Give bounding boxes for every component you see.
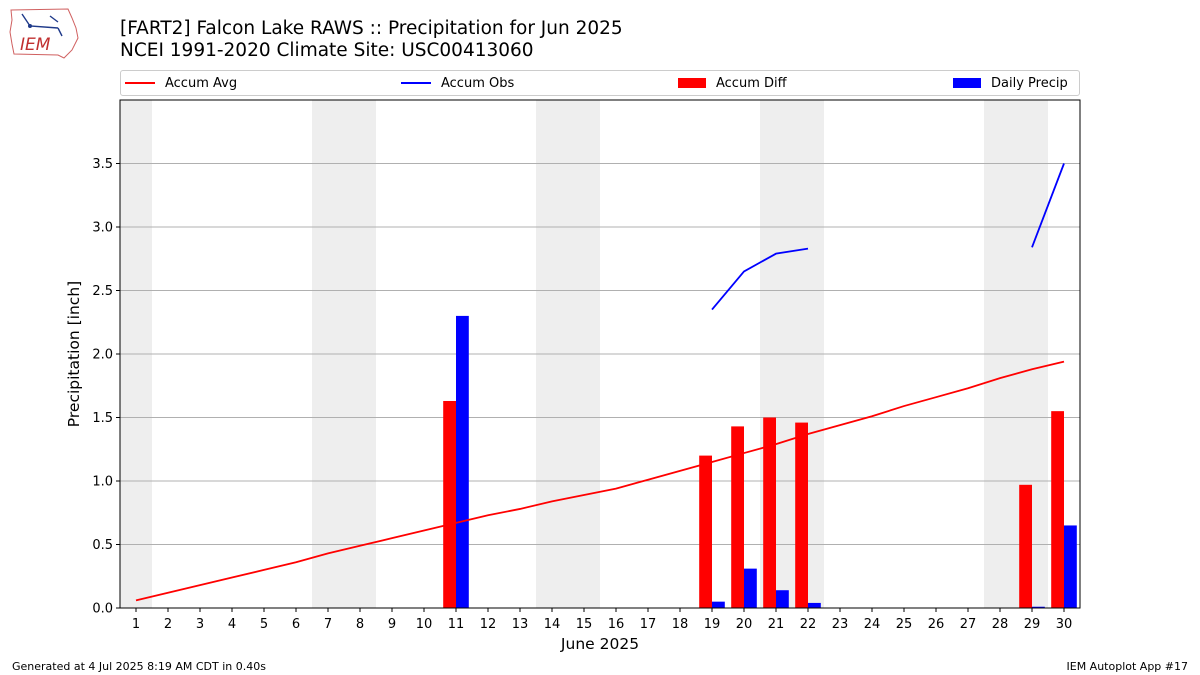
daily-precip-bar-day-21 [776,590,789,608]
legend-label-accum-avg: Accum Avg [165,75,238,91]
x-tick-label-25: 25 [896,617,913,632]
x-tick-label-26: 26 [928,617,945,632]
x-tick-label-13: 13 [512,617,529,632]
y-tick-label-2.5: 2.5 [92,284,113,299]
accum-obs-line-segment-1 [711,247,809,311]
accum-avg-line [135,360,1065,602]
x-tick-label-27: 27 [960,617,977,632]
x-tick-label-15: 15 [576,617,593,632]
x-tick-label-23: 23 [832,617,849,632]
accum-diff-bar-day-19 [699,455,712,608]
y-tick-label-3.0: 3.0 [92,221,113,236]
x-tick-label-3: 3 [196,617,204,632]
title-line-1: [FART2] Falcon Lake RAWS :: Precipitatio… [120,18,623,39]
x-tick-label-28: 28 [992,617,1009,632]
accum-diff-bar-day-22 [795,422,808,608]
daily-precip-bar-day-20 [744,568,757,608]
x-tick-label-8: 8 [356,617,364,632]
title-line-2: NCEI 1991-2020 Climate Site: USC00413060 [120,40,534,61]
legend-label-daily-precip: Daily Precip [991,75,1068,91]
accum-diff-bar-day-29 [1019,484,1032,608]
x-tick-label-6: 6 [292,617,300,632]
generated-timestamp: Generated at 4 Jul 2025 8:19 AM CDT in 0… [12,660,266,673]
y-tick-label-1.0: 1.0 [92,475,113,490]
y-tick-label-3.5: 3.5 [92,157,113,172]
legend-item-accum-diff: Accum Diff [678,74,787,92]
x-tick-label-29: 29 [1024,617,1041,632]
y-tick-label-2.0: 2.0 [92,348,113,363]
daily-precip-bar-day-30 [1064,525,1077,608]
legend-label-accum-diff: Accum Diff [716,75,787,91]
accum-diff-bar-day-20 [731,426,744,608]
x-tick-label-19: 19 [704,617,721,632]
iem-logo: IEM [9,8,79,59]
x-tick-label-21: 21 [768,617,785,632]
y-tick-label-1.5: 1.5 [92,411,113,426]
legend-item-accum-obs: Accum Obs [401,74,514,92]
legend-swatch-daily-precip [953,78,981,88]
x-tick-label-10: 10 [416,617,433,632]
x-tick-label-9: 9 [388,617,396,632]
y-tick-label-0.5: 0.5 [92,538,113,553]
accum-diff-bar-day-30 [1051,411,1064,608]
y-tick-label-0.0: 0.0 [92,602,113,617]
legend-swatch-accum-obs [401,82,431,84]
x-tick-label-30: 30 [1056,617,1073,632]
accum-obs-line-segment-2 [1031,163,1065,248]
x-tick-label-20: 20 [736,617,753,632]
legend-swatch-accum-avg [125,82,155,84]
x-tick-label-5: 5 [260,617,268,632]
logo-text: IEM [20,35,51,55]
x-tick-label-17: 17 [640,617,657,632]
daily-precip-bar-day-19 [712,601,725,608]
legend-item-daily-precip: Daily Precip [953,74,1068,92]
x-tick-label-14: 14 [544,617,561,632]
x-tick-label-12: 12 [480,617,497,632]
app-label: IEM Autoplot App #17 [1066,660,1189,673]
legend-label-accum-obs: Accum Obs [441,75,515,91]
legend: Accum Avg Accum Obs Accum Diff Daily Pre… [120,70,1080,96]
accum-diff-bar-day-21 [763,417,776,608]
accum-diff-bar-day-11 [443,400,456,608]
x-tick-label-2: 2 [164,617,172,632]
x-tick-label-7: 7 [324,617,332,632]
y-axis-label: Precipitation [inch] [65,281,83,427]
legend-swatch-accum-diff [678,78,706,88]
x-tick-label-22: 22 [800,617,817,632]
daily-precip-bar-day-11 [456,315,469,608]
x-tick-label-4: 4 [228,617,236,632]
daily-precip-bar-day-29 [1032,606,1045,608]
x-tick-label-18: 18 [672,617,689,632]
x-axis-label: June 2025 [560,635,639,653]
x-tick-label-11: 11 [448,617,465,632]
chart-title: [FART2] Falcon Lake RAWS :: Precipitatio… [120,18,623,62]
daily-precip-bar-day-22 [808,602,821,608]
x-tick-label-24: 24 [864,617,881,632]
x-tick-label-1: 1 [132,617,140,632]
x-tick-label-16: 16 [608,617,625,632]
legend-item-accum-avg: Accum Avg [125,74,237,92]
